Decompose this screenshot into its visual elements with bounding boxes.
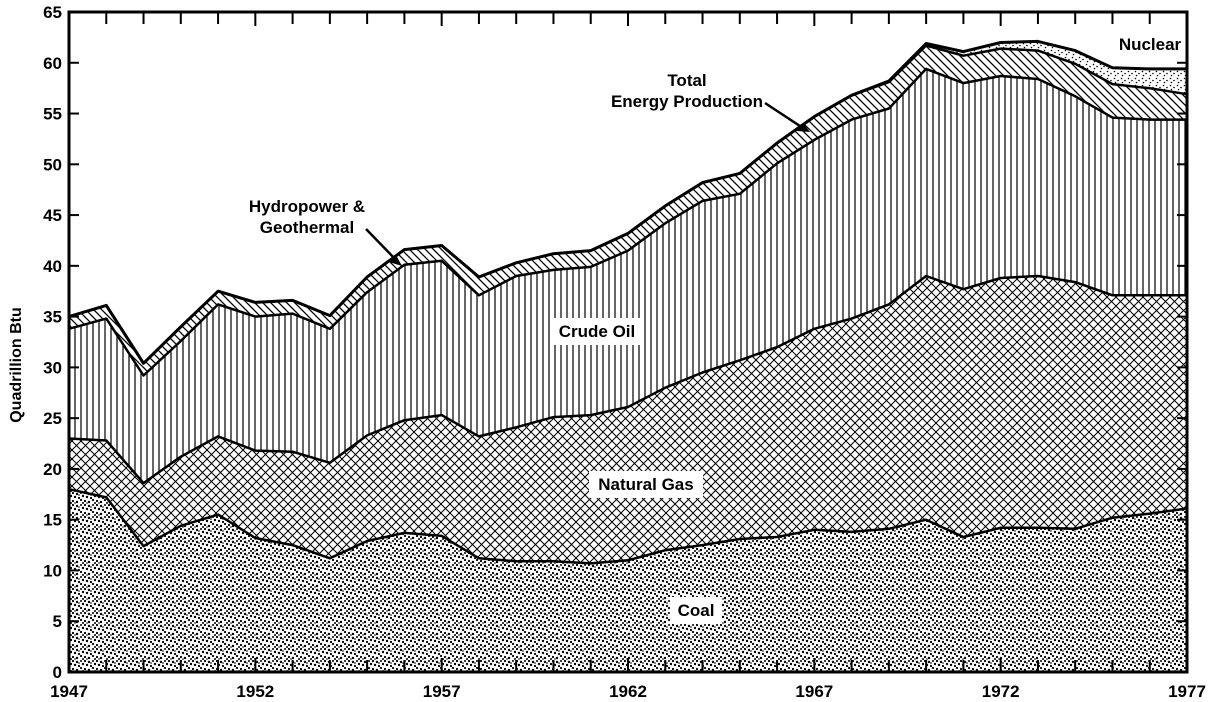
hydro-geothermal-area [69, 45, 1187, 376]
natural-gas-area [69, 276, 1187, 564]
nuclear-label: Nuclear [1119, 35, 1182, 54]
natural-gas-label-bg [589, 471, 703, 498]
total-production-line [68, 39, 1187, 365]
coal-area-boundary [68, 487, 1188, 565]
x-tick-label: 1957 [423, 682, 461, 701]
x-tick-label: 1952 [236, 682, 274, 701]
y-tick-label: 60 [43, 54, 62, 73]
crude-oil-label: Crude Oil [559, 322, 636, 341]
hydro-label-line2: Geothermal [260, 218, 354, 237]
y-tick-label: 50 [43, 155, 62, 174]
x-tick-label: 1967 [795, 682, 833, 701]
y-tick-label: 30 [43, 358, 62, 377]
coal-label-bg [670, 597, 722, 624]
crude-oil-label-bg [552, 318, 642, 345]
y-tick-label: 25 [43, 409, 62, 428]
y-tick-label: 5 [53, 612, 62, 631]
total-label-line1: Total [667, 71, 706, 90]
hydro-pointer-arrow [365, 228, 399, 263]
natural-gas-label: Natural Gas [598, 475, 693, 494]
x-tick-label: 1947 [50, 682, 88, 701]
y-tick-label: 35 [43, 308, 62, 327]
y-tick-label: 55 [43, 105, 62, 124]
natural-gas-area-boundary [68, 274, 1187, 485]
y-tick-label: 10 [43, 561, 62, 580]
hydro-pointer-arrowhead [389, 255, 402, 266]
hydro-label-line1: Hydropower & [249, 197, 365, 216]
x-tick-label: 1962 [609, 682, 647, 701]
crude-oil-area [69, 68, 1187, 484]
y-tick-label: 45 [43, 206, 62, 225]
coal-label: Coal [678, 601, 715, 620]
total-label-line2: Energy Production [611, 92, 763, 111]
annotations: Quadrillion Btu Total Energy Production … [8, 35, 1182, 624]
coal-area [69, 489, 1187, 672]
crude-oil-area-boundary [68, 67, 1187, 377]
y-tick-label: 65 [43, 3, 62, 22]
y-tick-label: 40 [43, 257, 62, 276]
y-tick-label: 20 [43, 460, 62, 479]
y-axis-title: Quadrillion Btu [8, 307, 25, 423]
total-pointer-arrow [764, 101, 807, 132]
y-tick-label: 15 [43, 511, 62, 530]
x-tick-label: 1977 [1168, 682, 1206, 701]
total-pointer-arrowhead [797, 123, 810, 132]
y-tick-label: 0 [53, 663, 62, 682]
x-tick-label: 1972 [982, 682, 1020, 701]
stacked-areas [68, 39, 1188, 672]
axes: 0 5 10 15 20 25 30 35 40 45 50 55 60 65 1947 1952 1957 19… [43, 3, 1206, 701]
